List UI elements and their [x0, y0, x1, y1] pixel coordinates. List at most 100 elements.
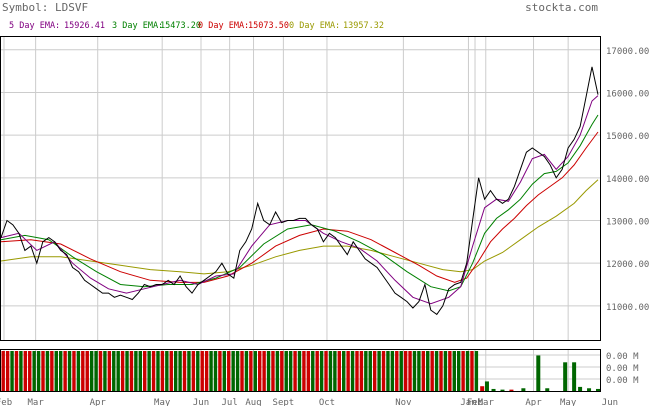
volume-bar [319, 351, 324, 391]
volume-bar [368, 351, 372, 391]
volume-bar [257, 351, 262, 391]
x-tick-label: Mar [27, 398, 44, 406]
volume-bar [306, 351, 311, 391]
x-tick-label: Oct [319, 398, 335, 406]
volume-bar [151, 351, 156, 391]
x-tick-label: Apr [90, 398, 107, 406]
y-tick-label: 17000.00 [606, 47, 649, 57]
volume-bar [596, 388, 600, 391]
volume-bar [98, 351, 103, 391]
volume-bar [484, 381, 489, 391]
series-line-price-4 [0, 66, 599, 316]
volume-bar [204, 351, 209, 391]
volume-bar [67, 351, 72, 391]
volume-bar [280, 351, 284, 391]
volume-bar [103, 351, 107, 391]
x-tick-label: Jun [193, 398, 209, 406]
site-label: stockta.com [525, 1, 598, 14]
x-tick-label: Feb [0, 398, 12, 406]
x-tick-label: Jul [222, 398, 238, 406]
series-line-3-day-ema-2 [0, 114, 599, 292]
volume-bar [328, 351, 333, 391]
volume-bar [448, 351, 452, 391]
volume-bar [311, 351, 315, 391]
volume-bar [417, 351, 421, 391]
x-tick-label: Apr [525, 398, 542, 406]
x-tick-label: Sept [273, 398, 295, 406]
volume-bar [23, 351, 28, 391]
symbol-label: Symbol: LDSVF [2, 1, 88, 14]
volume-bar [107, 351, 112, 391]
volume-bar [509, 389, 514, 391]
volume-bar [196, 351, 200, 391]
volume-bar [377, 351, 381, 391]
volume-bar [138, 351, 143, 391]
y-tick-label: 16000.00 [606, 89, 649, 99]
volume-bar [364, 351, 368, 391]
volume-bar [572, 362, 577, 391]
volume-bar [36, 351, 41, 391]
volume-bar [213, 351, 218, 391]
y-tick-label: 11000.00 [606, 303, 649, 313]
volume-bar [28, 351, 32, 391]
volume-bar [395, 351, 399, 391]
volume-bar [187, 351, 191, 391]
legend-value-1: 15926.41 [64, 21, 105, 31]
volume-bar [587, 388, 592, 391]
volume-bar [500, 389, 505, 391]
volume-bar [434, 351, 439, 391]
volume-y-tick-label: 0.00 M [606, 376, 639, 386]
volume-bar [129, 351, 134, 391]
volume-bar [430, 351, 434, 391]
volume-bar [63, 351, 67, 391]
volume-bar [284, 351, 288, 391]
volume-bar [191, 351, 196, 391]
volume-bar [147, 351, 151, 391]
x-tick-labels: FebMarAprMayJunJulAugSeptOctNovJanFebMar… [0, 398, 618, 406]
volume-bar [160, 351, 165, 391]
legend-value-4: 13957.32 [343, 21, 384, 31]
volume-bar [253, 351, 257, 391]
legend-label-3: 0 Day EMA: [198, 21, 249, 31]
y-tick-label: 13000.00 [606, 218, 649, 228]
volume-bar [50, 351, 54, 391]
volume-y-tick-label: 0.00 M [606, 364, 639, 374]
volume-panel-frame [0, 349, 601, 392]
volume-bar [403, 351, 408, 391]
price-y-tick-labels: 11000.00 12000.00 13000.00 14000.00 15000.00… [606, 47, 649, 313]
volume-bar [545, 388, 550, 391]
volume-y-tick-labels: 0.00 M 0.00 M 0.00 M [606, 352, 639, 386]
volume-bar [240, 351, 244, 391]
volume-bar [461, 351, 465, 391]
volume-bar [536, 355, 541, 391]
legend-label-1: 5 Day EMA: [9, 21, 60, 31]
volume-bar [578, 386, 583, 391]
volume-bar [521, 388, 526, 391]
volume-bar [58, 351, 63, 391]
x-tick-label: Nov [395, 398, 411, 406]
volume-bar [112, 351, 116, 391]
volume-bar [262, 351, 266, 391]
volume-bar [227, 351, 231, 391]
legend-value-2: 15473.20 [160, 21, 201, 31]
volume-bar [359, 351, 364, 391]
x-tick-label: Jun [602, 398, 618, 406]
volume-bar [89, 351, 94, 391]
volume-y-tick-label: 0.00 M [606, 352, 639, 362]
volume-bar [381, 351, 386, 391]
volume-bar [231, 351, 235, 391]
volume-bar [5, 351, 10, 391]
volume-bar [14, 351, 19, 391]
volume-bar [372, 351, 377, 391]
volume-bar [1, 351, 5, 391]
series-line-5-day-ema-3 [0, 95, 599, 305]
volume-bar [45, 351, 50, 391]
volume-bar [173, 351, 178, 391]
volume-bar [209, 351, 213, 391]
volume-bar [443, 351, 448, 391]
legend-value-3: 15073.50 [248, 21, 289, 31]
volume-bar [491, 388, 496, 391]
volume-bar [465, 351, 470, 391]
series-line-0-day-ema-1 [0, 131, 599, 283]
volume-bar [143, 351, 147, 391]
